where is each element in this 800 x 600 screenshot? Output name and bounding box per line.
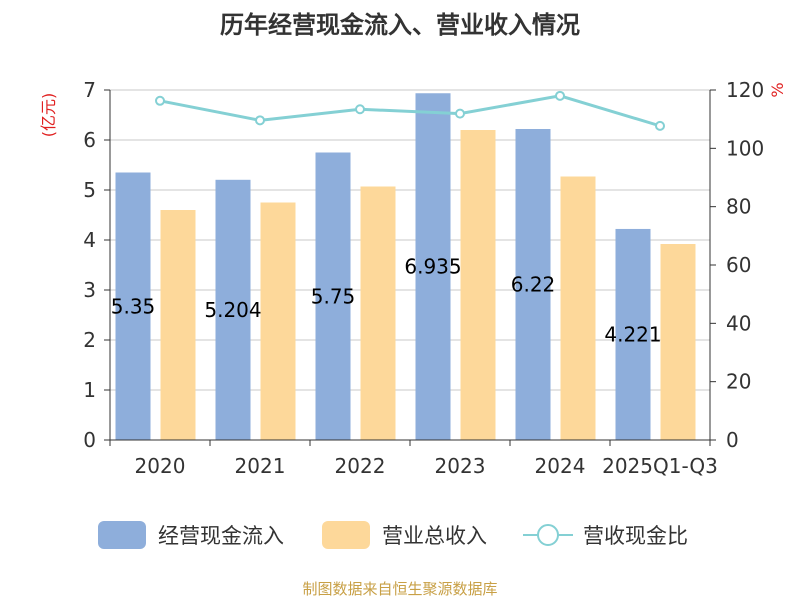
chart-title: 历年经营现金流入、营业收入情况 (220, 11, 580, 39)
right-axis-tick-label: 80 (726, 195, 751, 219)
bar (360, 186, 396, 440)
right-axis-tick-label: 0 (726, 428, 739, 452)
left-axis-tick-label: 3 (83, 278, 96, 302)
x-axis-tick-label: 2022 (335, 454, 386, 478)
bar-value-labels: 5.35 5.204 5.75 6.935 6.22 4.221 (111, 255, 662, 347)
legend: 经营现金流入 营业总收入 营收现金比 (98, 521, 688, 549)
bar (260, 202, 296, 440)
ratio-line-point (655, 120, 665, 131)
left-axis-tick-label: 1 (83, 378, 96, 402)
x-axis-tick-label: 2023 (435, 454, 486, 478)
bar-value-label: 5.204 (204, 298, 261, 322)
bar (460, 130, 496, 440)
ratio-line-path (159, 94, 661, 128)
legend-label: 营业总收入 (382, 524, 487, 548)
source-note: 制图数据来自恒生聚源数据库 (302, 580, 497, 598)
ratio-line-point (255, 115, 265, 126)
bar (560, 176, 596, 440)
ratio-line-point (555, 90, 565, 101)
bars (115, 93, 696, 441)
ratio-line-point (155, 95, 165, 106)
left-axis-tick-label: 6 (83, 128, 96, 152)
left-axis-tick-label: 7 (83, 78, 96, 102)
bar (315, 152, 351, 440)
bar (660, 244, 696, 440)
legend-label: 经营现金流入 (158, 524, 284, 548)
bar-value-label: 5.35 (111, 294, 156, 318)
ratio-line-point (355, 104, 365, 115)
right-axis-tick-label: 40 (726, 311, 751, 335)
bar-value-label: 6.935 (404, 255, 461, 279)
right-axis-tick-label: 100 (726, 136, 764, 160)
left-axis-tick-label: 0 (83, 428, 96, 452)
left-axis-tick-label: 2 (83, 328, 96, 352)
x-axis-tick-label: 2025Q1-Q3 (602, 454, 718, 478)
legend-swatch (98, 521, 146, 549)
right-axis-tick-label: 120 (726, 78, 764, 102)
bar-value-label: 6.22 (511, 273, 556, 297)
bar (415, 93, 451, 440)
bar (615, 228, 651, 440)
left-axis-unit: (亿元) (39, 93, 58, 138)
x-axis-tick-label: 2020 (135, 454, 186, 478)
ratio-line (155, 90, 665, 131)
legend-swatch (322, 521, 370, 549)
x-axis-tick-label: 2024 (535, 454, 586, 478)
legend-label: 营收现金比 (583, 524, 688, 548)
bar (160, 210, 196, 440)
left-axis-tick-label: 5 (83, 178, 96, 202)
left-axis-tick-label: 4 (83, 228, 96, 252)
right-axis-unit: % (768, 82, 787, 97)
ratio-line-point (455, 108, 465, 119)
bar-value-label: 5.75 (311, 284, 356, 308)
bar (115, 172, 151, 440)
right-axis-tick-label: 60 (726, 253, 751, 277)
bar-value-label: 4.221 (604, 322, 661, 346)
bar (215, 179, 251, 441)
grid-lines (110, 89, 710, 391)
axes: 0 1 2 3 4 5 6 7 0 20 40 60 80 100 120 2020 2021 2022 2023 2… (83, 78, 764, 478)
bar (515, 129, 551, 440)
legend-marker (537, 524, 559, 546)
right-axis-tick-label: 20 (726, 370, 751, 394)
x-axis-tick-label: 2021 (235, 454, 286, 478)
